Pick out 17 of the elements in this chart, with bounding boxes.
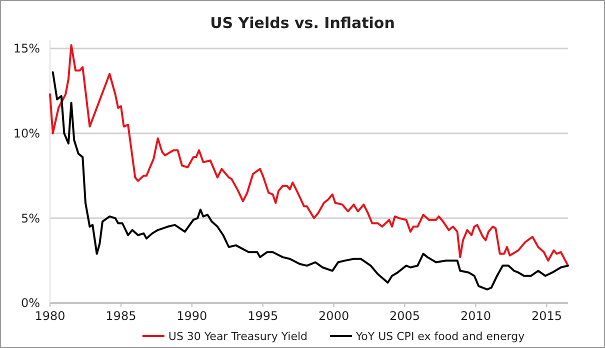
line-series — [49, 44, 569, 267]
x-tick-label: 1995 — [248, 309, 278, 323]
x-tick-label: 1980 — [34, 309, 66, 323]
legend-label: US 30 Year Treasury Yield — [168, 330, 308, 343]
x-tick-label: 2000 — [318, 309, 350, 323]
x-tick-label: 1985 — [106, 309, 136, 323]
y-tick-label: 15% — [13, 42, 40, 56]
y-tick-label: 5% — [20, 211, 40, 226]
x-tick-label: 2015 — [531, 309, 562, 323]
y-tick-label: 0% — [20, 296, 40, 310]
legend-label: YoY US CPI ex food and energy — [354, 330, 526, 343]
y-tick-label: 10% — [13, 126, 40, 141]
x-tick-label: 2010 — [460, 309, 492, 323]
x-tick-label: 2005 — [390, 309, 420, 323]
x-tick-label: 1990 — [176, 309, 208, 323]
line-series — [52, 71, 569, 290]
chart-title: US Yields vs. Inflation — [210, 14, 395, 32]
